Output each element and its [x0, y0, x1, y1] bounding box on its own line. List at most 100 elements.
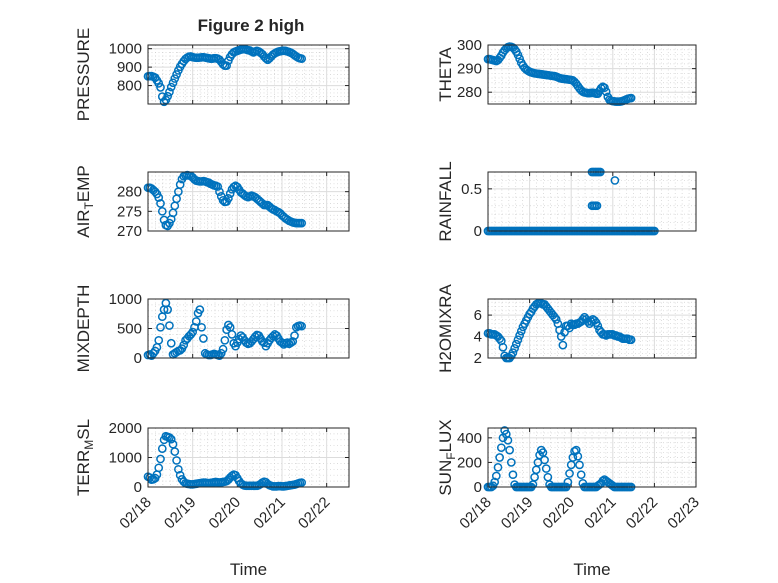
data-point — [220, 335, 230, 345]
y-axis-label: THETA — [436, 47, 455, 102]
data-point — [268, 331, 278, 341]
data-point — [175, 470, 185, 480]
data-point — [297, 478, 307, 487]
data-point — [157, 444, 167, 453]
data-point — [297, 218, 307, 228]
y-tick-label: 290 — [457, 61, 482, 78]
data-point — [498, 342, 508, 352]
data-point — [541, 464, 551, 473]
axes-frame — [487, 298, 697, 359]
data-point — [297, 54, 307, 63]
data-point — [166, 82, 176, 92]
x-tick-label: 02/19 — [161, 494, 200, 533]
x-tick-label: 02/22 — [623, 494, 662, 533]
data-point — [165, 321, 174, 330]
data-point — [170, 74, 180, 83]
subplot-air_temp: 270 275 280 AIRTEMP — [74, 165, 350, 240]
axes-frame — [487, 427, 697, 488]
data-point — [576, 470, 586, 480]
data-point — [540, 455, 549, 465]
data-point — [496, 443, 506, 453]
axes-background — [147, 44, 350, 105]
data-point — [503, 435, 513, 445]
data-point — [172, 70, 181, 79]
data-point — [510, 343, 519, 353]
data-point — [508, 470, 518, 480]
data-point — [197, 322, 206, 332]
data-point — [626, 93, 636, 103]
series-points — [483, 298, 636, 363]
data-point — [506, 458, 516, 467]
x-tick-label: 02/23 — [664, 494, 703, 533]
series-points — [143, 44, 307, 107]
axes-frame — [487, 171, 697, 232]
data-point — [195, 305, 205, 314]
data-point — [297, 321, 307, 331]
data-point — [165, 433, 174, 442]
data-point — [493, 462, 503, 472]
axes-background — [487, 427, 697, 488]
y-axis-label: TERRMSL — [74, 419, 96, 496]
data-point — [199, 334, 208, 343]
data-point — [163, 91, 173, 101]
y-axis-label: AIRTEMP — [74, 165, 96, 238]
y-tick-label: 200 — [457, 454, 482, 471]
data-point — [578, 315, 588, 324]
data-point — [575, 460, 584, 470]
data-point — [218, 344, 228, 354]
data-point — [156, 83, 165, 92]
data-point — [156, 199, 165, 208]
data-point — [175, 180, 185, 189]
y-tick-label: 0 — [474, 223, 482, 240]
data-point — [157, 206, 167, 216]
y-tick-label: 0 — [474, 479, 482, 496]
axes-frame — [147, 298, 350, 359]
y-tick-label: 2 — [474, 350, 482, 367]
y-tick-label: 0.5 — [461, 181, 482, 198]
x-tick-label: 02/20 — [539, 494, 578, 533]
series-points — [143, 170, 307, 231]
y-axis-label: SUNFLUX — [436, 419, 458, 495]
y-tick-label: 4 — [474, 329, 482, 346]
data-point — [191, 317, 201, 326]
data-point — [224, 194, 233, 203]
data-point — [505, 445, 514, 455]
y-tick-label: 275 — [117, 203, 142, 220]
y-axis-label: RAINFALL — [436, 161, 455, 241]
axes-frame — [147, 427, 350, 488]
axes-frame — [147, 171, 350, 232]
x-tick-label: 02/22 — [295, 494, 334, 533]
data-point — [213, 182, 223, 191]
data-point — [215, 351, 224, 360]
data-point — [573, 451, 583, 461]
data-point — [516, 326, 526, 336]
subplot-terr_msl: 0 1000 2000 02/18 02/19 02/20 02/21 02/22 TERRMS… — [74, 419, 350, 579]
data-point — [216, 348, 226, 358]
axes-frame — [147, 44, 350, 105]
x-tick-label: 02/18 — [456, 494, 495, 533]
data-point — [166, 338, 176, 348]
data-point — [188, 327, 198, 337]
data-point — [225, 189, 235, 198]
y-tick-label: 900 — [117, 59, 142, 76]
x-tick-label: 02/18 — [116, 494, 155, 533]
data-point — [168, 78, 178, 88]
y-tick-label: 280 — [457, 84, 482, 101]
data-point — [495, 453, 504, 462]
y-axis-label: PRESSURE — [74, 28, 93, 122]
data-point — [154, 193, 164, 202]
y-tick-label: 2000 — [109, 420, 142, 437]
data-point — [170, 447, 180, 456]
y-tick-label: 1000 — [109, 450, 142, 467]
data-point — [166, 434, 176, 444]
x-tick-label: 02/21 — [250, 494, 289, 533]
data-point — [495, 334, 504, 344]
y-tick-label: 1000 — [109, 291, 142, 308]
series-points — [143, 298, 307, 360]
data-point — [550, 312, 559, 322]
y-tick-label: 6 — [474, 307, 482, 324]
